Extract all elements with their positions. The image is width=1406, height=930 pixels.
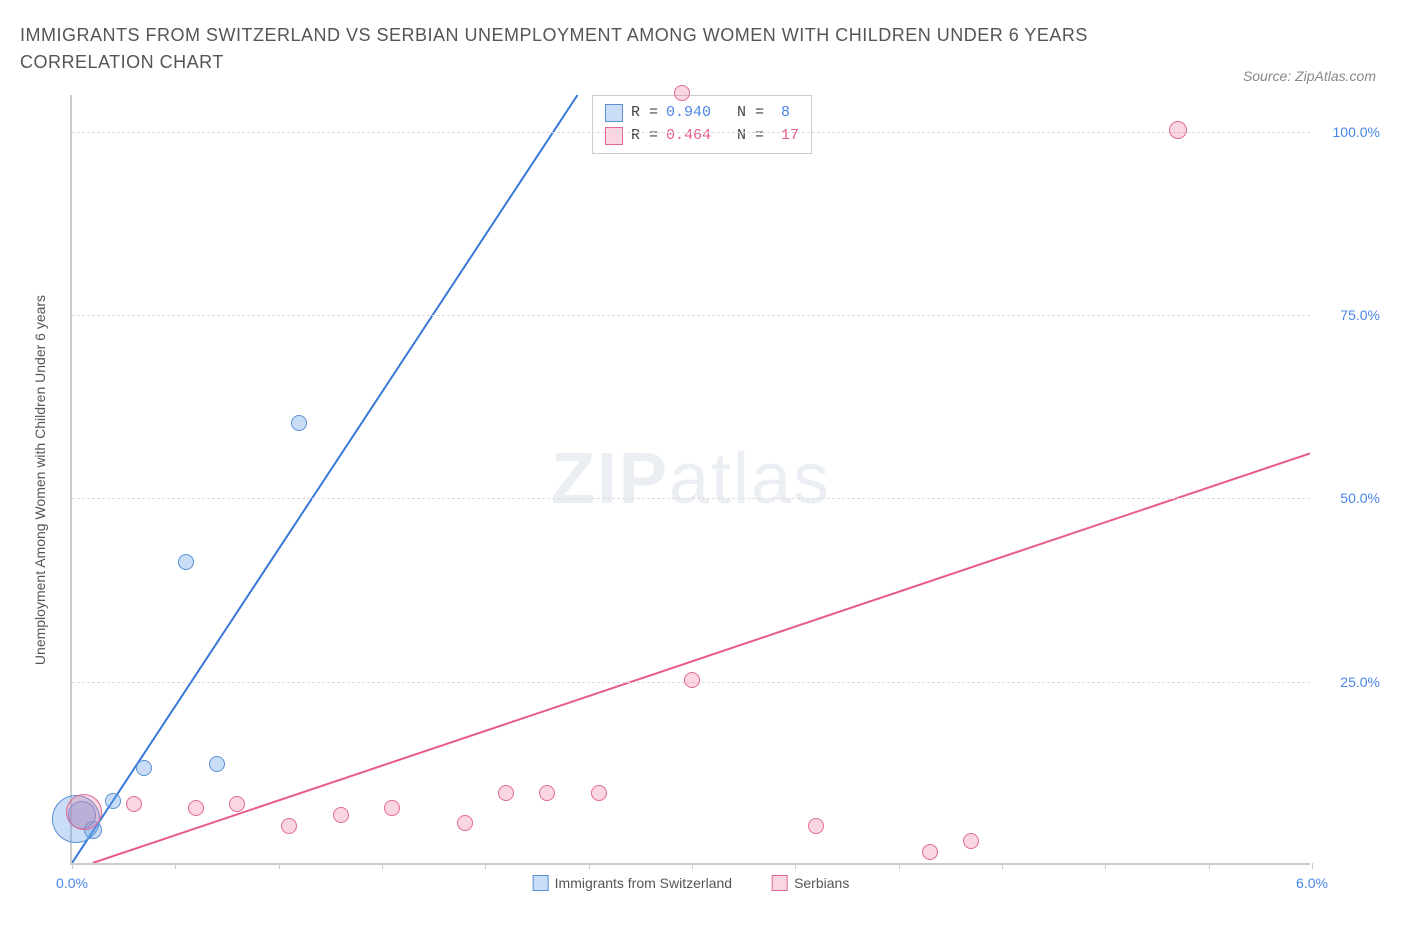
x-tick <box>175 863 176 869</box>
legend-item: Immigrants from Switzerland <box>533 875 732 891</box>
x-tick <box>899 863 900 869</box>
x-tick <box>795 863 796 869</box>
y-tick-label: 25.0% <box>1340 674 1380 690</box>
series-swatch <box>605 127 623 145</box>
data-point <box>808 818 824 834</box>
gridline <box>72 132 1310 133</box>
gridline <box>72 498 1310 499</box>
trend-line <box>72 95 578 863</box>
data-point <box>229 796 245 812</box>
stat-r-label: R = <box>631 102 658 125</box>
data-point <box>281 818 297 834</box>
legend-swatch <box>772 875 788 891</box>
data-point <box>591 785 607 801</box>
data-point <box>105 793 121 809</box>
plot-area: ZIPatlas R =0.940 N = 8R =0.464 N = 17 I… <box>70 95 1310 865</box>
x-tick-label: 6.0% <box>1296 875 1328 891</box>
x-tick <box>382 863 383 869</box>
legend-label: Immigrants from Switzerland <box>555 875 732 891</box>
data-point <box>291 415 307 431</box>
y-tick-label: 100.0% <box>1333 124 1380 140</box>
trend-line <box>93 453 1310 863</box>
y-tick-label: 50.0% <box>1340 490 1380 506</box>
data-point <box>922 844 938 860</box>
stat-n-value: 8 <box>772 102 790 125</box>
data-point <box>684 672 700 688</box>
chart-title: IMMIGRANTS FROM SWITZERLAND VS SERBIAN U… <box>20 22 1120 76</box>
source-attribution: Source: ZipAtlas.com <box>1243 68 1376 84</box>
x-tick <box>1209 863 1210 869</box>
stats-row: R = 0.464 N = 17 <box>605 125 799 148</box>
x-tick <box>1312 863 1313 869</box>
data-point <box>457 815 473 831</box>
x-tick <box>1105 863 1106 869</box>
stat-r-label: R = <box>631 125 658 148</box>
stat-r-value: 0.940 <box>666 102 711 125</box>
data-point <box>209 756 225 772</box>
stats-row: R = 0.940 N = 8 <box>605 102 799 125</box>
trend-lines-svg <box>72 95 1310 863</box>
x-tick <box>485 863 486 869</box>
legend-item: Serbians <box>772 875 849 891</box>
data-point <box>674 85 690 101</box>
series-swatch <box>605 104 623 122</box>
legend-label: Serbians <box>794 875 849 891</box>
data-point <box>333 807 349 823</box>
y-tick-label: 75.0% <box>1340 307 1380 323</box>
x-tick <box>589 863 590 869</box>
stats-box: R = 0.940 N = 8 R = 0.464 N = 17 <box>592 95 812 154</box>
legend: Immigrants from Switzerland Serbians <box>533 875 850 891</box>
data-point <box>498 785 514 801</box>
data-point <box>188 800 204 816</box>
watermark: ZIPatlas <box>551 438 831 520</box>
watermark-bold: ZIP <box>551 439 669 519</box>
data-point <box>136 760 152 776</box>
x-tick-label: 0.0% <box>56 875 88 891</box>
data-point <box>384 800 400 816</box>
gridline <box>72 315 1310 316</box>
data-point <box>66 794 102 830</box>
x-tick <box>1002 863 1003 869</box>
chart-container: Unemployment Among Women with Children U… <box>50 95 1380 865</box>
watermark-light: atlas <box>669 439 831 519</box>
stat-n-label: N = <box>719 102 764 125</box>
data-point <box>539 785 555 801</box>
data-point <box>178 554 194 570</box>
x-tick <box>72 863 73 869</box>
y-axis-label: Unemployment Among Women with Children U… <box>32 295 48 665</box>
data-point <box>126 796 142 812</box>
data-point <box>963 833 979 849</box>
legend-swatch <box>533 875 549 891</box>
stat-n-value: 17 <box>772 125 799 148</box>
stat-r-value: 0.464 <box>666 125 711 148</box>
x-tick <box>692 863 693 869</box>
x-tick <box>279 863 280 869</box>
data-point <box>1169 121 1187 139</box>
stat-n-label: N = <box>719 125 764 148</box>
